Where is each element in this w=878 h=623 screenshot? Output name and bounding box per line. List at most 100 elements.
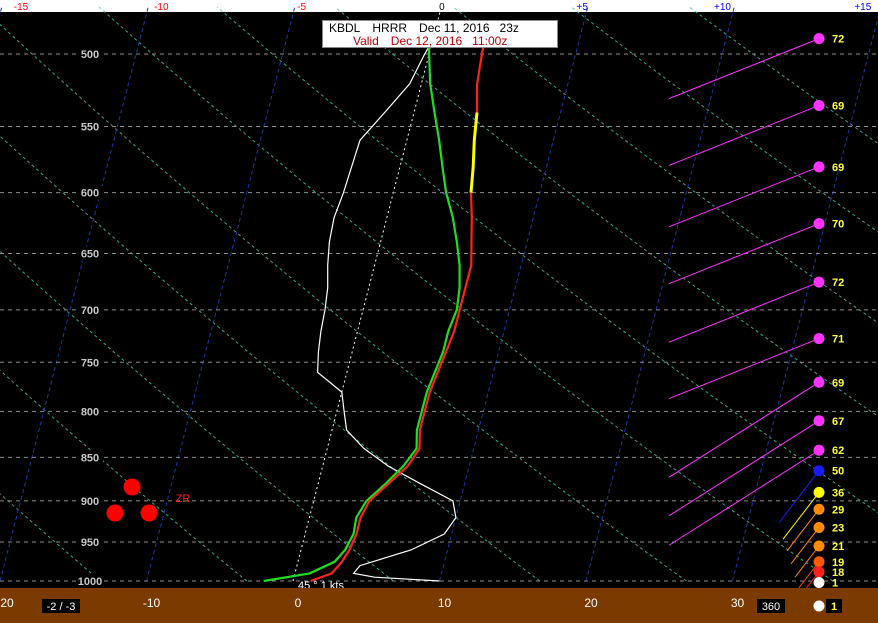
wind-speed-label: 72: [832, 277, 844, 289]
dry-adiabat-line: [452, 6, 878, 324]
wind-barb-line: [668, 223, 820, 285]
wind-speed-label: 19: [832, 557, 844, 569]
top-axis-tick-label: -10: [154, 2, 169, 13]
isotherm-line: [732, 15, 878, 582]
isobar-label-bg: [77, 450, 103, 465]
bottom-axis-tick-label: 10: [438, 596, 452, 610]
wind-speed-label: 69: [832, 162, 844, 174]
model-run: Dec 11, 2016 23z: [419, 21, 519, 35]
precip-type-label: ZR: [176, 493, 191, 505]
wind-barb-line: [778, 470, 820, 524]
wind-speed-label: 21: [832, 541, 844, 553]
top-axis-tick-label: -15: [14, 2, 29, 13]
wind-speed-dot: [813, 540, 825, 552]
wind-speed-dot: [813, 376, 825, 388]
wind-speed-dot: [813, 503, 825, 515]
dry-adiabat-line: [689, 6, 878, 145]
valid-label: Valid: [353, 34, 379, 48]
model-name: HRRR: [372, 21, 408, 35]
surface-wind-value-box: [826, 599, 842, 613]
top-axis-tick-label: +15: [854, 2, 871, 13]
wind-speed-label: 62: [832, 445, 844, 457]
isotherm-line: [585, 6, 735, 582]
wind-speed-label: 1: [832, 578, 838, 590]
wind-speed-dot: [813, 521, 825, 533]
dry-adiabat-line: [570, 6, 878, 233]
dry-adiabat-line: [0, 369, 248, 582]
pressure-label: 700: [81, 305, 99, 317]
isotherm-line: [0, 6, 149, 582]
wind-barb-line: [790, 527, 820, 565]
wind-barb-line: [668, 420, 820, 517]
wind-speed-label: 71: [832, 334, 844, 346]
dry-adiabat-line: [334, 6, 878, 417]
isobar-label-bg: [77, 302, 103, 317]
wind-barb-line: [668, 38, 820, 100]
wind-barb-line: [668, 449, 820, 546]
wind-barb-line: [668, 381, 820, 478]
wind-speed-dot: [813, 566, 825, 578]
wind-speed-dot: [813, 444, 825, 456]
pressure-label: 500: [81, 49, 99, 61]
isobar-label-bg: [77, 246, 103, 261]
isobar-label-bg: [77, 119, 103, 134]
valid-time: Dec 12, 2016 11:00z: [390, 34, 508, 48]
wind-speed-label: 70: [832, 219, 844, 231]
isobar-label-bg: [77, 185, 103, 200]
grid-group: [0, 6, 878, 588]
wind-speed-label: 36: [832, 487, 844, 499]
isotherm-line: [146, 6, 296, 582]
surface-wind-direction-label: 360: [762, 601, 780, 613]
dry-adiabat-line: [0, 135, 541, 582]
wind-barb-line: [782, 492, 820, 540]
top-axis-tick-label: +5: [576, 2, 588, 13]
freezing-rain-dot: [106, 504, 124, 522]
wind-speed-dot: [813, 33, 825, 45]
isobar-label-bg: [77, 574, 103, 588]
isobar-label-bg: [77, 47, 103, 61]
wind-speed-dot: [813, 333, 825, 345]
ground-bar: [0, 588, 878, 623]
wind-barb-line: [794, 545, 820, 578]
wind-speed-label: 67: [832, 416, 844, 428]
pressure-label: 650: [81, 248, 99, 260]
dry-adiabat-line: [98, 6, 834, 582]
bottom-axis-tick-label: 30: [731, 596, 745, 610]
top-axis-tick-label: 0: [439, 2, 445, 13]
wind-speed-label: 50: [832, 466, 844, 478]
top-axis-bar: [0, 0, 878, 12]
surface-wind-value-label: 1: [831, 601, 837, 613]
pressure-label: 800: [81, 406, 99, 418]
wind-barb-line: [668, 104, 820, 166]
pressure-label: 1000: [78, 576, 102, 588]
pressure-label: 600: [81, 188, 99, 200]
surface-temp-box: [42, 599, 80, 613]
wind-speed-dot: [813, 465, 825, 477]
dry-adiabat-line: [0, 23, 687, 582]
surface-temp-dewpoint-label: -2 / -3: [47, 601, 76, 613]
wind-speed-dot: [813, 486, 825, 498]
wind-speed-label: 23: [832, 522, 844, 534]
pressure-label: 900: [81, 496, 99, 508]
wind-speed-label: 72: [832, 34, 844, 46]
zero-isotherm-line: [292, 6, 442, 582]
wind-speed-dot: [813, 218, 825, 230]
isotherm-line: [439, 6, 589, 582]
wind-speed-dot: [813, 556, 825, 568]
top-axis-tick-label: +10: [714, 2, 731, 13]
wetbulb-profile-line: [316, 30, 457, 582]
wind-barb-line: [668, 338, 820, 400]
wind-speed-dot: [813, 99, 825, 111]
bottom-axis-tick-label: 20: [584, 596, 598, 610]
wind-barb-line: [786, 508, 820, 552]
wind-speed-label: 29: [832, 504, 844, 516]
bottom-axis-tick-label: -20: [0, 596, 14, 610]
pressure-label: 950: [81, 537, 99, 549]
wind-barb-line: [668, 166, 820, 228]
isobar-label-bg: [77, 493, 103, 508]
wind-direction-box: [757, 599, 785, 613]
wind-speed-label: 18: [832, 567, 844, 579]
dry-adiabat-line: [216, 6, 878, 514]
pressure-label: 850: [81, 452, 99, 464]
